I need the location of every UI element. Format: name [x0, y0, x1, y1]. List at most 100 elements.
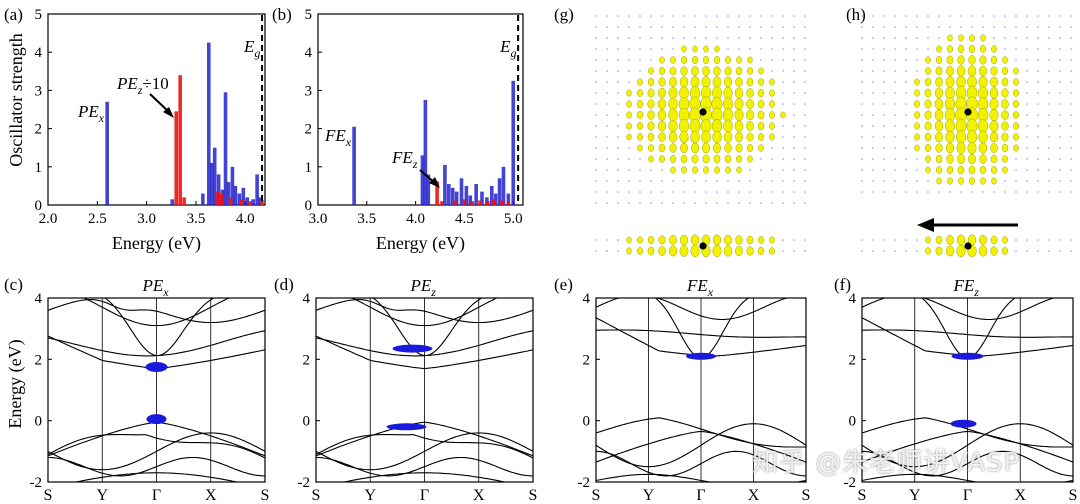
lattice-atom	[1059, 147, 1061, 149]
band-gap-label-sub: g	[511, 46, 517, 60]
isosurface-lobe	[648, 155, 654, 163]
isosurface-lobe	[947, 45, 953, 53]
y-tick-label: -2	[844, 475, 857, 491]
bar-blue	[216, 174, 221, 205]
isosurface-lobe	[946, 65, 954, 77]
lattice-atom	[617, 26, 619, 28]
lattice-atom	[1037, 59, 1039, 61]
lattice-atom	[1070, 37, 1072, 39]
lattice-atom	[661, 180, 663, 182]
fat-band-weight	[386, 423, 427, 431]
isosurface-lobe	[979, 45, 987, 53]
lattice-atom	[672, 48, 674, 50]
bar-blue	[258, 197, 262, 205]
y-tick-label: 4	[305, 45, 313, 61]
band-lines	[48, 298, 265, 482]
lattice-atom	[1048, 48, 1050, 50]
lattice-atom	[1026, 70, 1028, 72]
lattice-atom	[960, 26, 962, 28]
isosurface-lobe	[626, 100, 632, 108]
isosurface-lobe	[990, 246, 998, 256]
lattice-atom	[595, 15, 597, 17]
exciton-map-g-top	[595, 15, 806, 204]
isosurface-lobe	[757, 133, 765, 141]
lattice-atom	[617, 158, 619, 160]
lattice-atom	[1070, 103, 1072, 105]
isosurface-lobe	[914, 122, 920, 130]
isosurface-lobe	[725, 166, 731, 174]
bar-red	[452, 200, 457, 205]
lattice-atom	[1026, 147, 1028, 149]
lattice-atom	[993, 26, 995, 28]
lattice-atom	[661, 37, 663, 39]
isosurface-lobe	[991, 45, 997, 53]
lattice-atom	[883, 70, 885, 72]
spectrum-panel-a: 2.0 2.5 3.0 3.5 4.0 0 1 2 3 4 5 Energy (eV) Eg	[35, 7, 266, 254]
lattice-atom	[782, 26, 784, 28]
isosurface-lobe	[746, 109, 754, 121]
lattice-atom	[883, 26, 885, 28]
lattice-atom	[905, 26, 907, 28]
lattice-atom	[960, 191, 962, 193]
band-title-base: PE	[142, 276, 164, 295]
y-tick-label: 0	[305, 198, 313, 214]
band-lines	[862, 298, 1073, 482]
lattice-atom	[595, 158, 597, 160]
lattice-atom	[872, 103, 874, 105]
isosurface-lobe	[1012, 111, 1020, 119]
isosurface-lobe	[936, 177, 942, 185]
lattice-atom	[905, 147, 907, 149]
lattice-atom	[650, 180, 652, 182]
band-line	[596, 329, 806, 338]
k-point-label: Y	[364, 487, 376, 504]
lattice-atom	[760, 48, 762, 50]
isosurface-lobe	[669, 235, 677, 245]
lattice-atom	[872, 158, 874, 160]
lattice-atom	[1026, 81, 1028, 83]
lattice-atom	[993, 37, 995, 39]
lattice-atom	[782, 239, 784, 241]
isosurface-lobe	[626, 236, 632, 244]
lattice-atom	[1059, 239, 1061, 241]
lattice-atom	[872, 37, 874, 39]
lattice-atom	[894, 48, 896, 50]
isosurface-lobe	[990, 154, 998, 164]
band-line	[862, 430, 1073, 463]
lattice-atom	[883, 37, 885, 39]
lattice-atom	[606, 81, 608, 83]
bar-red	[228, 197, 233, 205]
lattice-atom	[883, 81, 885, 83]
lattice-atom	[1070, 239, 1072, 241]
isosurface-lobe	[967, 142, 977, 154]
bar-blue	[447, 183, 451, 205]
lattice-atom	[1015, 239, 1017, 241]
lattice-atom	[1070, 169, 1072, 171]
lattice-atom	[771, 70, 773, 72]
bar-blue	[105, 101, 109, 205]
isosurface-lobe	[924, 88, 932, 98]
lattice-atom	[782, 81, 784, 83]
isosurface-lobe	[735, 66, 743, 76]
isosurface-lobe	[958, 34, 964, 42]
lattice-atom	[916, 191, 918, 193]
isosurface-lobe	[946, 55, 954, 65]
isosurface-lobe	[626, 133, 632, 141]
isosurface-lobe	[989, 87, 999, 99]
fat-band-weight	[392, 344, 433, 353]
lattice-atom	[617, 250, 619, 252]
isosurface-lobe	[734, 87, 744, 99]
lattice-atom	[1059, 180, 1061, 182]
lattice-atom	[883, 147, 885, 149]
isosurface-lobe	[681, 45, 687, 53]
isosurface-lobe	[956, 142, 966, 154]
isosurface-lobe	[626, 111, 632, 119]
lattice-atom	[782, 202, 784, 204]
lattice-atom	[1037, 250, 1039, 252]
isosurface-lobe	[934, 109, 944, 121]
band-title: PEx	[142, 276, 170, 299]
lattice-atom	[793, 158, 795, 160]
lattice-atom	[793, 26, 795, 28]
isosurface-lobe	[647, 110, 655, 120]
isosurface-lobe	[691, 56, 699, 64]
lattice-atom	[771, 15, 773, 17]
